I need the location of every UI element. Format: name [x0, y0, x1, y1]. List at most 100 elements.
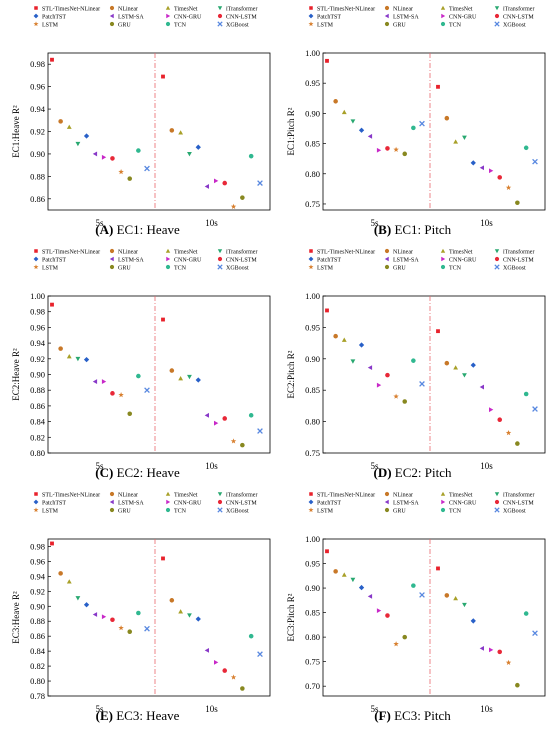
chart-panel-3: STL-TimesNet-NLinear NLinear TimesNet iTran…	[11, 248, 271, 471]
point-tcn-10s	[248, 413, 254, 418]
legend-marker-cnn-lstm	[217, 499, 223, 505]
point-patchtst-5s	[83, 356, 90, 363]
legend-marker-xgboost	[217, 507, 223, 513]
point-gru-10s	[240, 442, 245, 448]
legend-marker-itransformer	[494, 249, 500, 254]
legend-label: TimesNet	[449, 249, 473, 255]
legend-marker-gru	[384, 264, 390, 270]
y-tick-label: 0.80	[30, 676, 45, 686]
point-cnn-gru-10s	[488, 407, 494, 413]
point-nlinear-5s	[58, 571, 63, 576]
point-stl-timesnet-nlinear-10s	[436, 329, 440, 334]
panel-caption-letter: (C)	[95, 465, 114, 480]
point-cnn-gru-10s	[488, 168, 494, 174]
point-gru-5s	[402, 399, 408, 404]
chart-panel-1: STL-TimesNet-NLinear NLinear TimesNet iTran…	[11, 5, 271, 228]
legend-label: TCN	[174, 22, 187, 28]
point-gru-5s	[402, 634, 408, 640]
y-tick-label: 0.85	[305, 385, 320, 395]
legend-marker-timesnet	[165, 5, 171, 10]
point-lstm-10s	[505, 430, 512, 436]
legend-marker-patchtst	[308, 13, 314, 19]
point-xgboost-10s	[257, 428, 263, 434]
legend-marker-itransformer	[494, 492, 500, 497]
legend-marker-tcn	[440, 264, 446, 270]
x-category-label: 5s	[370, 461, 379, 471]
legend-marker-itransformer	[217, 249, 223, 254]
legend-marker-patchtst	[33, 499, 39, 505]
legend-label: PatchTST	[317, 14, 341, 20]
y-tick-label: 0.78	[30, 691, 45, 701]
point-timesnet-5s	[341, 109, 347, 115]
plot-frame	[322, 538, 546, 697]
y-tick-label: 0.80	[30, 448, 45, 458]
legend-label: LSTM-SA	[118, 257, 144, 263]
legend: STL-TimesNet-NLinear NLinear TimesNet iTran…	[33, 248, 257, 271]
legend-marker-tcn	[165, 507, 171, 513]
point-lstm-5s	[393, 393, 399, 399]
legend-label: XGBoost	[226, 508, 249, 514]
point-stl-timesnet-nlinear-5s	[325, 58, 329, 63]
legend-label: GRU	[393, 508, 406, 514]
legend-label: NLinear	[118, 6, 138, 12]
point-xgboost-5s	[144, 387, 150, 394]
legend-label: NLinear	[393, 249, 413, 255]
plot-frame	[47, 52, 271, 211]
point-gru-5s	[402, 151, 408, 157]
legend-label: GRU	[118, 22, 131, 28]
y-tick-label: 1.00	[30, 291, 45, 301]
point-xgboost-5s	[419, 120, 425, 127]
point-patchtst-10s	[470, 362, 476, 368]
panel-caption: (B) EC1: Pitch	[275, 222, 550, 238]
point-tcn-10s	[523, 145, 529, 151]
legend: STL-TimesNet-NLinear NLinear TimesNet iTran…	[308, 248, 534, 271]
point-nlinear-10s	[169, 368, 175, 373]
legend-label: CNN-GRU	[449, 14, 477, 20]
legend-marker-cnn-gru	[441, 256, 446, 262]
point-lstm-10s	[230, 438, 237, 444]
legend-marker-lstm	[33, 21, 39, 27]
legend-marker-nlinear	[384, 5, 390, 11]
y-tick-label: 0.90	[30, 149, 45, 159]
legend-marker-cnn-lstm	[217, 13, 223, 19]
legend-marker-tcn	[165, 264, 171, 270]
y-tick-label: 0.92	[30, 586, 45, 596]
point-xgboost-10s	[532, 630, 538, 637]
point-timesnet-10s	[453, 365, 459, 370]
panel-caption-text: EC1: Pitch	[391, 222, 452, 237]
y-axis-label: EC2:Heave R²	[11, 348, 21, 401]
panel-caption: (E) EC3: Heave	[0, 708, 275, 724]
point-gru-10s	[515, 682, 520, 688]
legend-label: STL-TimesNet-NLinear	[42, 6, 100, 12]
point-stl-timesnet-nlinear-5s	[50, 541, 54, 546]
legend-marker-stl-timesnet-nlinear	[309, 6, 313, 10]
y-tick-label: 0.70	[305, 681, 320, 691]
chart-panel-5: STL-TimesNet-NLinear NLinear TimesNet iTran…	[11, 491, 271, 714]
legend-label: TimesNet	[449, 492, 473, 498]
legend-marker-patchtst	[33, 256, 39, 262]
y-tick-label: 0.80	[305, 632, 320, 642]
x-category-label: 10s	[205, 704, 218, 714]
point-patchtst-5s	[83, 602, 90, 608]
point-nlinear-5s	[333, 569, 338, 574]
legend-label: GRU	[118, 265, 131, 271]
point-cnn-gru-5s	[101, 379, 107, 384]
point-timesnet-10s	[453, 139, 459, 144]
point-stl-timesnet-nlinear-10s	[161, 317, 165, 322]
legend-label: CNN-LSTM	[226, 257, 257, 263]
data-points	[325, 549, 538, 688]
point-nlinear-5s	[58, 119, 63, 124]
x-category-label: 10s	[205, 461, 218, 471]
point-xgboost-10s	[257, 180, 263, 186]
legend-marker-xgboost	[217, 21, 223, 27]
point-tcn-5s	[411, 358, 416, 363]
plot-frame	[322, 52, 546, 211]
panel-caption-text: EC3: Pitch	[390, 708, 451, 723]
legend-label: TCN	[174, 265, 187, 271]
y-tick-label: 1.00	[305, 291, 320, 301]
legend-marker-lstm	[33, 264, 39, 270]
point-cnn-gru-10s	[488, 647, 494, 653]
legend-marker-timesnet	[440, 248, 446, 253]
legend-label: TimesNet	[449, 6, 473, 12]
data-points	[50, 541, 263, 691]
